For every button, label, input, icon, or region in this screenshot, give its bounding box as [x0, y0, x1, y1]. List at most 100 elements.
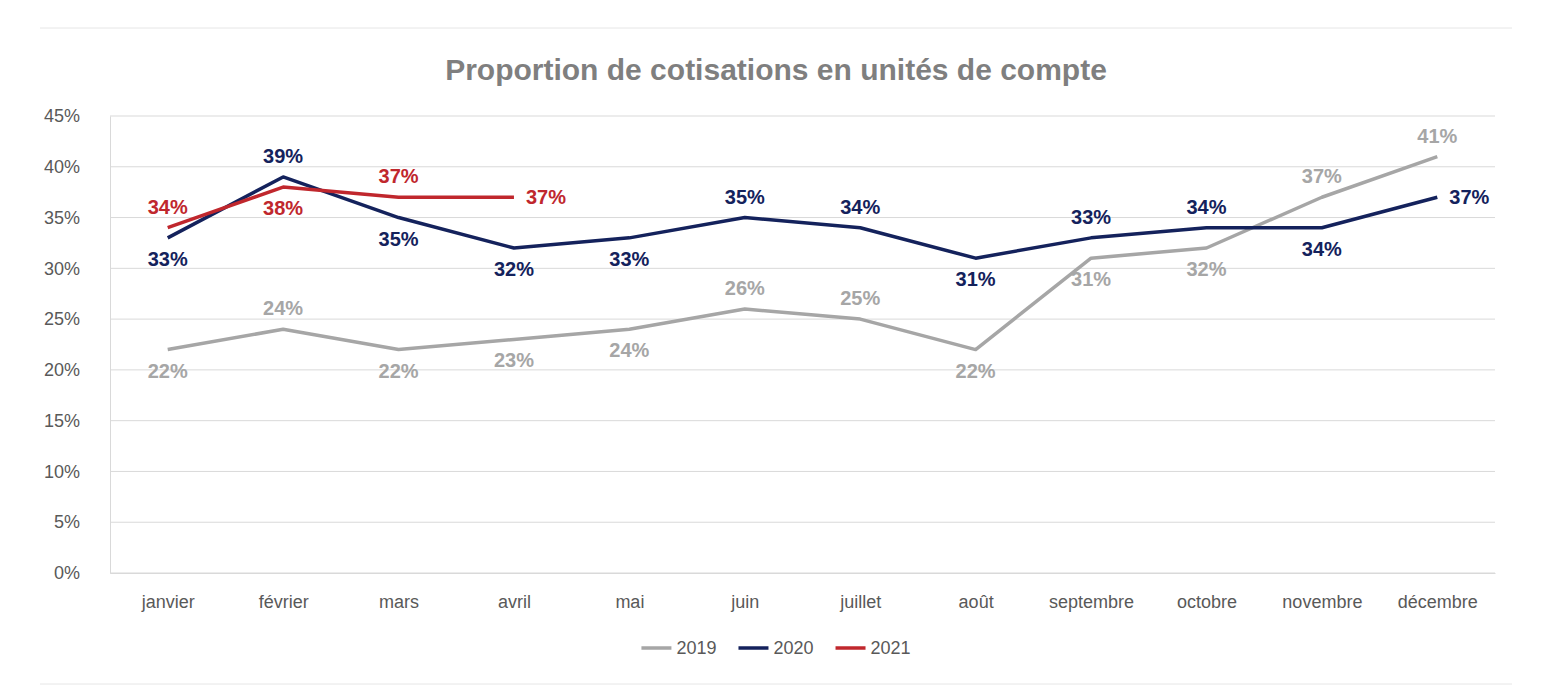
data-label: 33%	[609, 248, 649, 270]
x-tick-label: octobre	[1177, 592, 1237, 612]
data-label: 33%	[1071, 206, 1111, 228]
legend-label: 2019	[676, 638, 716, 658]
series-line	[168, 177, 1438, 258]
data-label: 24%	[609, 339, 649, 361]
y-axis-line	[110, 117, 111, 574]
grid-line	[110, 369, 1495, 370]
grid-line	[110, 471, 1495, 472]
grid-line	[110, 217, 1495, 218]
legend-label: 2020	[773, 638, 813, 658]
legend-item: 2020	[738, 638, 813, 658]
x-tick: juillet	[839, 573, 881, 612]
y-axis: 0% 5% 10% 15% 20% 25% 30% 35% 40% 45%	[44, 106, 111, 583]
series-line	[168, 157, 1438, 350]
x-axis-line	[111, 573, 1496, 574]
y-tick: 45%	[44, 106, 110, 126]
x-tick-label: juillet	[839, 592, 881, 612]
grid-line	[110, 268, 1495, 269]
y-tick-label: 25%	[44, 309, 80, 329]
grid	[110, 116, 1495, 573]
y-tick-label: 15%	[44, 411, 80, 431]
x-tick: mai	[615, 573, 644, 612]
data-label: 34%	[1186, 196, 1226, 218]
data-label: 22%	[148, 360, 188, 382]
y-tick-label: 5%	[54, 512, 80, 532]
y-tick: 40%	[44, 157, 110, 177]
legend-label: 2021	[871, 638, 911, 658]
data-label: 31%	[1071, 268, 1111, 290]
y-tick-label: 0%	[54, 563, 80, 583]
x-tick: mars	[379, 573, 419, 612]
y-tick: 0%	[54, 563, 110, 583]
legend: 2019 2020 2021	[641, 638, 910, 658]
data-label: 24%	[263, 297, 303, 319]
y-tick-label: 10%	[44, 462, 80, 482]
x-tick-label: septembre	[1049, 592, 1134, 612]
x-tick-label: janvier	[141, 592, 195, 612]
y-tick: 35%	[44, 208, 110, 228]
data-label: 34%	[1302, 238, 1342, 260]
y-tick-label: 20%	[44, 360, 80, 380]
grid-line	[110, 319, 1495, 320]
x-tick-label: décembre	[1398, 592, 1478, 612]
grid-line	[110, 116, 1495, 117]
y-tick: 15%	[44, 411, 110, 431]
data-label: 34%	[840, 196, 880, 218]
chart: Proportion de cotisations en unités de c…	[0, 0, 1552, 698]
frame-line	[40, 28, 1512, 29]
data-label: 22%	[956, 360, 996, 382]
y-tick: 5%	[54, 512, 110, 532]
data-label: 35%	[379, 228, 419, 250]
data-label: 33%	[148, 248, 188, 270]
y-tick: 30%	[44, 259, 110, 279]
x-tick: février	[259, 573, 309, 612]
data-label: 37%	[526, 186, 566, 208]
legend-swatch	[836, 646, 866, 650]
y-tick-label: 35%	[44, 208, 80, 228]
data-label: 37%	[379, 165, 419, 187]
legend-swatch	[641, 646, 671, 650]
data-label: 31%	[956, 268, 996, 290]
data-label: 39%	[263, 145, 303, 167]
grid-line	[110, 420, 1495, 421]
y-tick-label: 45%	[44, 106, 80, 126]
data-label: 25%	[840, 287, 880, 309]
x-tick: janvier	[141, 573, 195, 612]
x-tick: septembre	[1049, 573, 1134, 612]
grid-line	[110, 522, 1495, 523]
x-tick: novembre	[1282, 573, 1362, 612]
chart-title: Proportion de cotisations en unités de c…	[445, 53, 1107, 86]
x-tick: juin	[730, 573, 759, 612]
data-label: 38%	[263, 197, 303, 219]
frame-line	[40, 684, 1512, 685]
data-label: 35%	[725, 186, 765, 208]
data-label: 34%	[148, 196, 188, 218]
x-tick-label: juin	[730, 592, 759, 612]
data-label: 22%	[379, 360, 419, 382]
data-label: 23%	[494, 349, 534, 371]
legend-swatch	[738, 646, 768, 650]
x-tick: décembre	[1398, 573, 1478, 612]
legend-item: 2021	[836, 638, 911, 658]
grid-line	[110, 573, 1495, 574]
legend-item: 2019	[641, 638, 716, 658]
data-label: 32%	[1186, 258, 1226, 280]
data-label: 37%	[1449, 186, 1489, 208]
data-label: 32%	[494, 258, 534, 280]
y-tick-label: 30%	[44, 259, 80, 279]
x-tick: août	[959, 573, 994, 612]
x-tick: octobre	[1177, 573, 1237, 612]
y-tick: 25%	[44, 309, 110, 329]
grid-line	[110, 166, 1495, 167]
x-tick-label: août	[959, 592, 994, 612]
plot-area	[168, 157, 1438, 350]
x-tick-label: mai	[615, 592, 644, 612]
x-tick-label: novembre	[1282, 592, 1362, 612]
data-labels: 22% 24% 22% 23% 24% 26% 25% 22% 31% 32% 37% 41% 33% 3…	[148, 125, 1490, 382]
x-tick-label: avril	[498, 592, 531, 612]
x-tick-label: février	[259, 592, 309, 612]
data-label: 26%	[725, 277, 765, 299]
data-label: 41%	[1417, 125, 1457, 147]
series-line	[168, 187, 514, 228]
x-tick-label: mars	[379, 592, 419, 612]
